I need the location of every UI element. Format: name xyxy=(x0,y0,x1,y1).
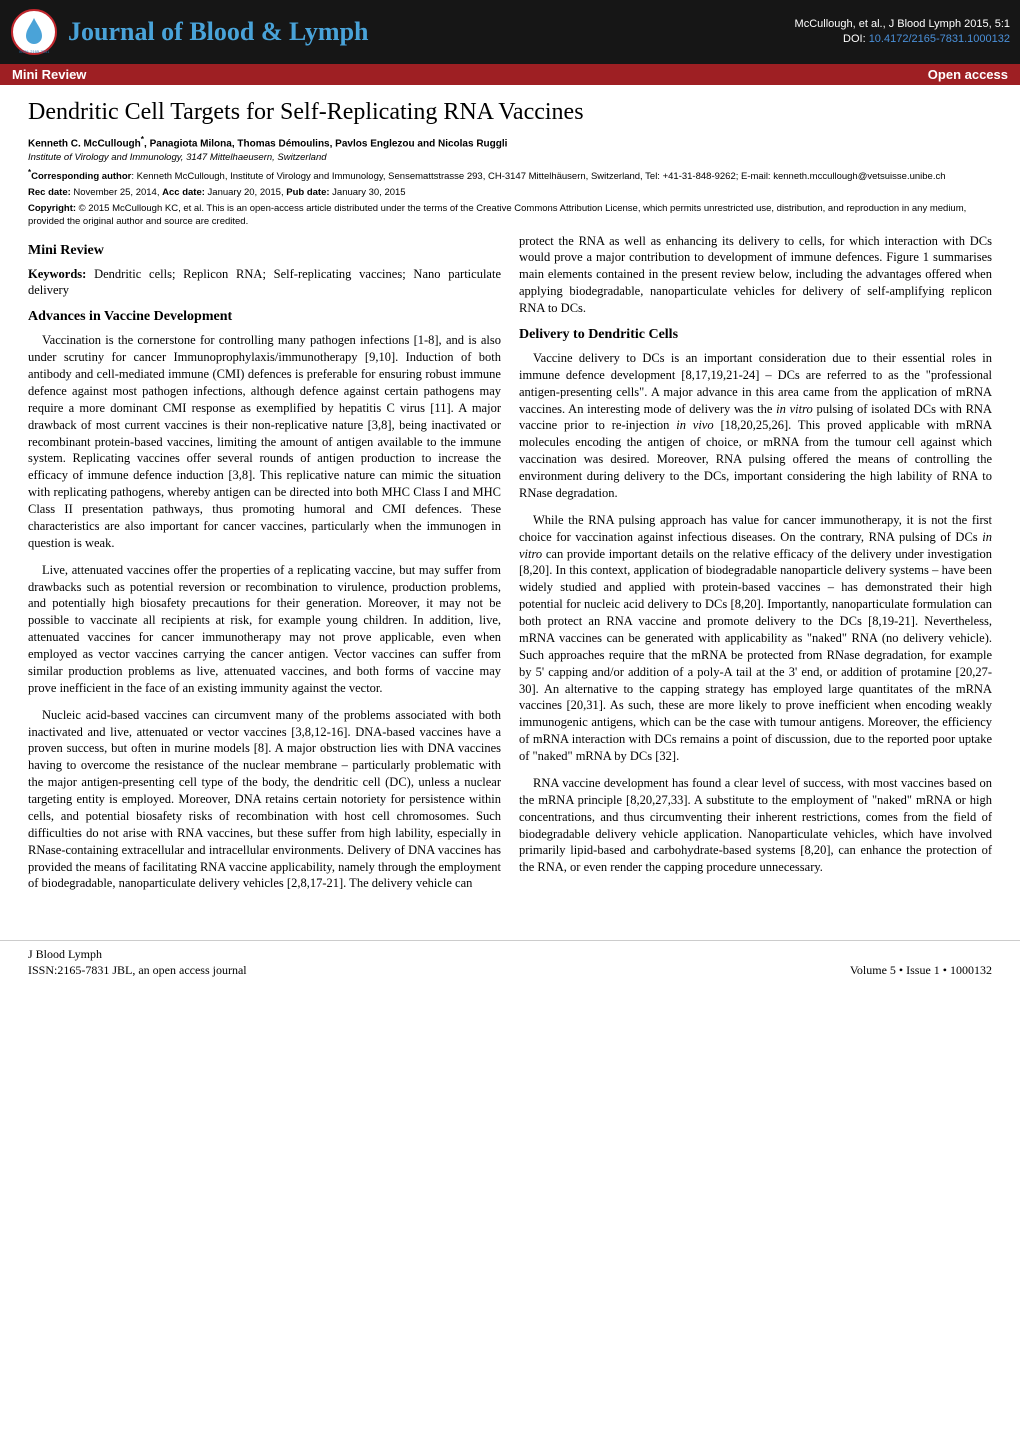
ribbon-bar: Mini Review Open access xyxy=(0,64,1020,85)
right-p0: protect the RNA as well as enhancing its… xyxy=(519,233,992,317)
keywords-text: Dendritic cells; Replicon RNA; Self-repl… xyxy=(28,267,501,298)
keywords-label: Keywords: xyxy=(28,267,94,281)
advances-heading: Advances in Vaccine Development xyxy=(28,309,501,325)
article-title: Dendritic Cell Targets for Self-Replicat… xyxy=(28,99,992,126)
journal-logo-icon: ISSN: 2165-7831 xyxy=(10,8,58,56)
footer-journal: J Blood Lymph xyxy=(28,947,247,963)
footer-left: J Blood Lymph ISSN:2165-7831 JBL, an ope… xyxy=(28,947,247,978)
journal-name: Journal of Blood & Lymph xyxy=(68,17,369,47)
right-p1: Vaccine delivery to DCs is an important … xyxy=(519,350,992,502)
header-citation: McCullough, et al., J Blood Lymph 2015, … xyxy=(795,17,1010,48)
left-column: Mini Review Keywords: Dendritic cells; R… xyxy=(28,233,501,903)
left-p1: Vaccination is the cornerstone for contr… xyxy=(28,332,501,551)
mini-review-heading: Mini Review xyxy=(28,243,501,259)
corresponding-text: : Kenneth McCullough, Institute of Virol… xyxy=(131,171,945,182)
copyright-line: Copyright: © 2015 McCullough KC, et al. … xyxy=(28,203,992,229)
page-footer: J Blood Lymph ISSN:2165-7831 JBL, an ope… xyxy=(0,940,1020,990)
logo-area: ISSN: 2165-7831 Journal of Blood & Lymph xyxy=(10,8,369,56)
affiliation: Institute of Virology and Immunology, 31… xyxy=(28,152,992,165)
citation-text: McCullough, et al., J Blood Lymph 2015, … xyxy=(795,17,1010,32)
corresponding-author: *Corresponding author: Kenneth McCulloug… xyxy=(28,168,992,184)
svg-text:ISSN: 2165-7831: ISSN: 2165-7831 xyxy=(19,49,50,54)
doi-text: DOI: 10.4172/2165-7831.1000132 xyxy=(795,32,1010,47)
ribbon-right: Open access xyxy=(928,67,1008,82)
footer-right: Volume 5 • Issue 1 • 1000132 xyxy=(850,963,992,978)
article-content: Dendritic Cell Targets for Self-Replicat… xyxy=(0,85,1020,912)
left-p2: Live, attenuated vaccines offer the prop… xyxy=(28,562,501,697)
dates-line: Rec date: November 25, 2014, Acc date: J… xyxy=(28,187,992,200)
right-column: protect the RNA as well as enhancing its… xyxy=(519,233,992,903)
right-p2: While the RNA pulsing approach has value… xyxy=(519,512,992,765)
header-bar: ISSN: 2165-7831 Journal of Blood & Lymph… xyxy=(0,0,1020,64)
ribbon-left: Mini Review xyxy=(12,67,86,82)
authors-line: Kenneth C. McCullough*, Panagiota Milona… xyxy=(28,134,992,149)
delivery-heading: Delivery to Dendritic Cells xyxy=(519,327,992,343)
left-p3: Nucleic acid-based vaccines can circumve… xyxy=(28,707,501,893)
doi-link[interactable]: 10.4172/2165-7831.1000132 xyxy=(869,33,1010,45)
footer-issn: ISSN:2165-7831 JBL, an open access journ… xyxy=(28,963,247,979)
corresponding-label: *Corresponding author xyxy=(28,171,131,182)
right-p3: RNA vaccine development has found a clea… xyxy=(519,775,992,876)
two-column-layout: Mini Review Keywords: Dendritic cells; R… xyxy=(28,233,992,903)
keywords-line: Keywords: Dendritic cells; Replicon RNA;… xyxy=(28,266,501,300)
